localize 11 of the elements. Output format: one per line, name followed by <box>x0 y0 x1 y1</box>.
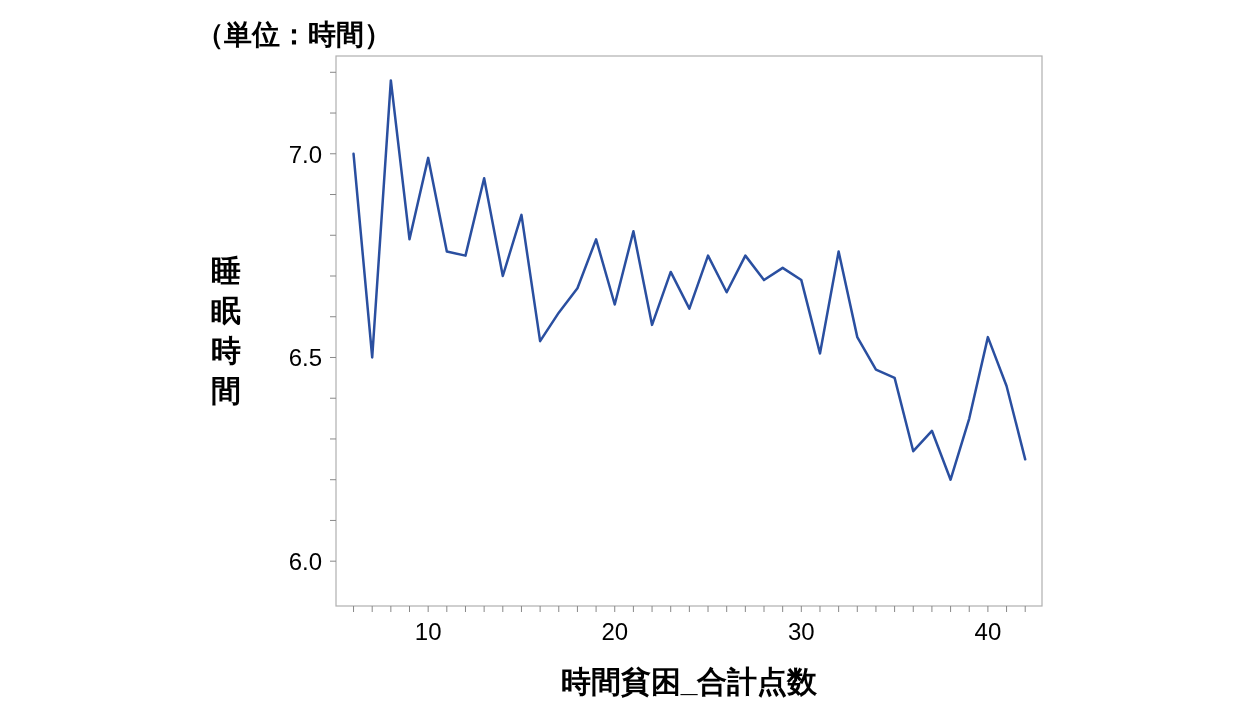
y-tick-label: 7.0 <box>288 140 322 168</box>
y-axis-title: 睡眠時間 <box>211 254 241 407</box>
x-axis-title: 時間貧困_合計点数 <box>560 665 819 698</box>
x-tick-label: 20 <box>601 618 629 645</box>
x-tick-label: 40 <box>974 618 1002 645</box>
x-tick-label: 10 <box>414 618 442 645</box>
y-tick-label: 6.0 <box>288 548 322 576</box>
x-tick-label: 30 <box>787 618 815 645</box>
y-tick-label: 6.5 <box>288 344 322 372</box>
text: （単位：時間） <box>196 19 392 50</box>
line-series <box>352 79 1027 481</box>
